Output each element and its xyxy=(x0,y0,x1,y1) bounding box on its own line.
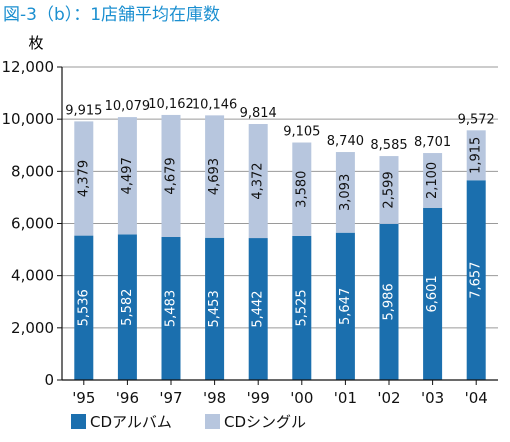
y-tick-label: 10,000 xyxy=(2,110,55,128)
album-value-label: 5,453 xyxy=(207,290,222,327)
album-value-label: 7,657 xyxy=(469,262,484,299)
bar-single xyxy=(466,130,486,181)
single-value-label: 2,599 xyxy=(382,171,397,208)
bar-single xyxy=(161,114,181,237)
album-value-label: 6,601 xyxy=(425,275,440,312)
bar-single xyxy=(292,142,312,236)
x-tick-label: '96 xyxy=(116,389,139,407)
album-value-label: 5,536 xyxy=(76,289,91,326)
total-value-label: 10,146 xyxy=(192,97,238,112)
y-tick-label: 0 xyxy=(44,371,54,389)
single-value-label: 3,093 xyxy=(338,174,353,211)
x-tick-label: '04 xyxy=(465,389,488,407)
legend: CDアルバム CDシングル xyxy=(71,413,306,431)
bar-album xyxy=(117,234,137,380)
single-value-label: 2,100 xyxy=(425,162,440,199)
bar-album xyxy=(466,180,486,380)
x-tick-label: '97 xyxy=(159,389,182,407)
legend-label: CDアルバム xyxy=(90,413,172,431)
album-value-label: 5,986 xyxy=(382,283,397,320)
x-tick-label: '02 xyxy=(377,389,400,407)
bar-album xyxy=(248,238,268,380)
y-tick-label: 2,000 xyxy=(11,319,54,337)
total-value-label: 9,915 xyxy=(65,103,102,118)
legend-swatch xyxy=(71,414,86,429)
x-tick-label: '03 xyxy=(421,389,444,407)
x-axis-ticks: '95 '96 '97 '98 '99 '00 '01 '02 '03 '04 xyxy=(72,380,488,407)
bar-album xyxy=(423,207,443,380)
bar-album xyxy=(205,237,225,380)
total-value-label: 9,105 xyxy=(283,125,320,140)
bar-album xyxy=(74,235,94,380)
legend-label: CDシングル xyxy=(224,413,306,431)
single-value-label: 4,497 xyxy=(120,157,135,194)
album-value-label: 5,525 xyxy=(294,289,309,326)
total-value-label: 8,701 xyxy=(414,135,451,150)
album-value-label: 5,483 xyxy=(164,290,179,327)
bar-single xyxy=(117,117,137,235)
bar-single xyxy=(248,124,268,239)
bars: 5,536 4,379 9,915 5,582 4,497 10,079 5,483 4,67… xyxy=(65,97,495,380)
y-axis-ticks: 0 2,000 4,000 6,000 8,000 10,000 12,000 xyxy=(2,58,62,389)
x-tick-label: '95 xyxy=(72,389,95,407)
total-value-label: 9,814 xyxy=(240,106,277,121)
y-tick-label: 6,000 xyxy=(11,215,54,233)
y-tick-label: 12,000 xyxy=(2,58,55,76)
y-axis-unit-label: 枚 xyxy=(28,34,43,52)
chart-title: 図-3（b）：1店舗平均在庫数 xyxy=(3,5,220,25)
bar-album xyxy=(161,236,181,380)
legend-swatch xyxy=(205,414,220,429)
x-tick-label: '99 xyxy=(247,389,270,407)
total-value-label: 9,572 xyxy=(458,112,495,127)
album-value-label: 5,647 xyxy=(338,288,353,325)
x-tick-label: '00 xyxy=(290,389,313,407)
single-value-label: 1,915 xyxy=(469,137,484,174)
bar-album xyxy=(335,232,355,380)
bar-single xyxy=(423,153,443,208)
bar-album xyxy=(292,235,312,380)
single-value-label: 4,679 xyxy=(164,157,179,194)
single-value-label: 3,580 xyxy=(294,171,309,208)
single-value-label: 4,379 xyxy=(76,160,91,197)
bar-single xyxy=(379,156,399,224)
x-tick-label: '98 xyxy=(203,389,226,407)
x-tick-label: '01 xyxy=(334,389,357,407)
bar-album xyxy=(379,223,399,380)
bar-single xyxy=(74,121,94,236)
y-tick-label: 4,000 xyxy=(11,267,54,285)
y-tick-label: 8,000 xyxy=(11,162,54,180)
single-value-label: 4,693 xyxy=(207,158,222,195)
single-value-label: 4,372 xyxy=(251,162,266,199)
album-value-label: 5,582 xyxy=(120,289,135,326)
album-value-label: 5,442 xyxy=(251,290,266,327)
bar-single xyxy=(205,115,225,238)
total-value-label: 10,079 xyxy=(105,99,151,114)
total-value-label: 8,740 xyxy=(327,134,364,149)
total-value-label: 8,585 xyxy=(370,138,407,153)
bar-single xyxy=(335,152,355,233)
total-value-label: 10,162 xyxy=(148,97,194,112)
